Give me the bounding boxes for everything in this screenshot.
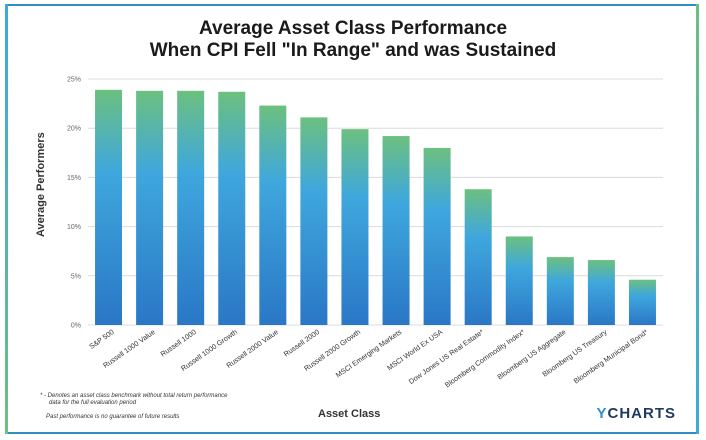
bar-4 bbox=[218, 91, 246, 326]
bar-1 bbox=[95, 89, 123, 325]
y-axis-label: Average Performers bbox=[35, 132, 47, 237]
x-tick-label: Bloomberg Municipal Bond* bbox=[572, 327, 650, 385]
x-tick-label: Bloomberg US Aggregate bbox=[496, 327, 568, 381]
y-tick-label: 10% bbox=[67, 224, 81, 231]
logo-letter-y: Y bbox=[596, 405, 608, 422]
x-tick-label: Russell 1000 bbox=[159, 327, 198, 358]
bar-5 bbox=[259, 105, 287, 326]
chart-title-line2: When CPI Fell "In Range" and was Sustain… bbox=[149, 40, 557, 61]
frame-accent-left bbox=[5, 4, 8, 434]
x-tick-label: Dow Jones US Real Estate* bbox=[407, 327, 486, 386]
frame-accent-right bbox=[696, 4, 699, 434]
y-tick-label: 15% bbox=[67, 175, 81, 182]
bar-13 bbox=[587, 260, 615, 325]
bar-8 bbox=[382, 136, 410, 325]
footnote-line3: Past performance is no guarantee of futu… bbox=[46, 414, 180, 420]
ycharts-logo: YCHARTS bbox=[596, 405, 676, 422]
bar-14 bbox=[628, 279, 656, 325]
bar-10 bbox=[464, 189, 492, 325]
y-tick-label: 20% bbox=[67, 126, 81, 133]
y-tick-label: 5% bbox=[71, 273, 81, 280]
x-axis-label: Asset Class bbox=[318, 408, 381, 420]
bar-11 bbox=[505, 236, 533, 325]
y-tick-label: 25% bbox=[67, 77, 81, 84]
y-tick-label: 0% bbox=[71, 323, 81, 330]
bar-7 bbox=[341, 129, 369, 325]
bar-2 bbox=[136, 90, 164, 325]
chart-title-line1: Average Asset Class Performance bbox=[198, 18, 508, 39]
x-tick-label: Bloomberg Commodity Index* bbox=[443, 327, 527, 389]
bar-9 bbox=[423, 147, 451, 325]
x-tick-label: Russell 2000 bbox=[282, 327, 321, 358]
bar-3 bbox=[177, 90, 205, 325]
footnote-line1: * - Denotes an asset class benchmark wit… bbox=[40, 393, 228, 399]
logo-text: CHARTS bbox=[607, 405, 676, 422]
x-tick-label: S&P 500 bbox=[87, 327, 115, 351]
footnote-line2: data for the full evaluation period bbox=[49, 400, 137, 406]
bar-6 bbox=[300, 117, 328, 325]
bar-12 bbox=[546, 257, 574, 325]
